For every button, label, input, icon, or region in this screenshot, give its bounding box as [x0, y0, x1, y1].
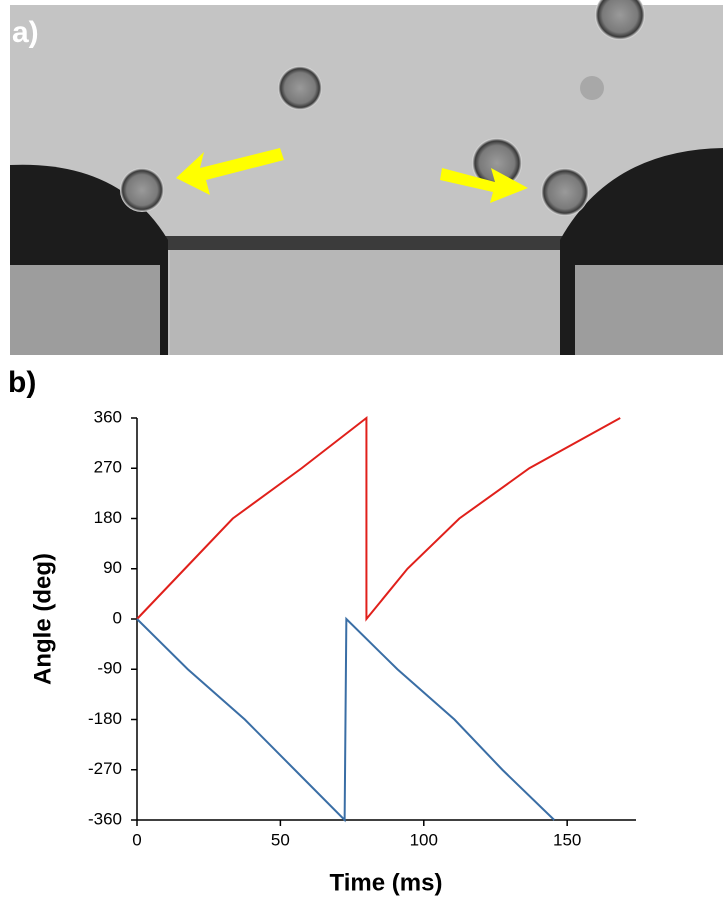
series-line — [136, 616, 555, 823]
x-tick-label: 50 — [271, 830, 290, 849]
y-tick-label: 180 — [94, 508, 122, 527]
y-tick-label: 360 — [94, 407, 122, 426]
x-tick-label: 0 — [132, 830, 141, 849]
panel-label: b) — [8, 366, 36, 399]
y-tick-label: -90 — [97, 659, 122, 678]
y-tick-label: 0 — [113, 608, 122, 627]
x-tick-label: 150 — [553, 830, 581, 849]
x-axis-label: Time (ms) — [330, 869, 443, 896]
y-tick-label: 90 — [103, 558, 122, 577]
series-line — [136, 415, 621, 622]
panel-label: a) — [12, 16, 39, 49]
y-tick-label: 270 — [94, 458, 122, 477]
y-axis-label: Angle (deg) — [29, 553, 56, 685]
y-tick-label: -270 — [88, 759, 122, 778]
y-tick-label: -180 — [88, 709, 122, 728]
micrograph — [10, 0, 723, 355]
x-tick-label: 100 — [410, 830, 438, 849]
y-tick-label: -360 — [88, 809, 122, 828]
